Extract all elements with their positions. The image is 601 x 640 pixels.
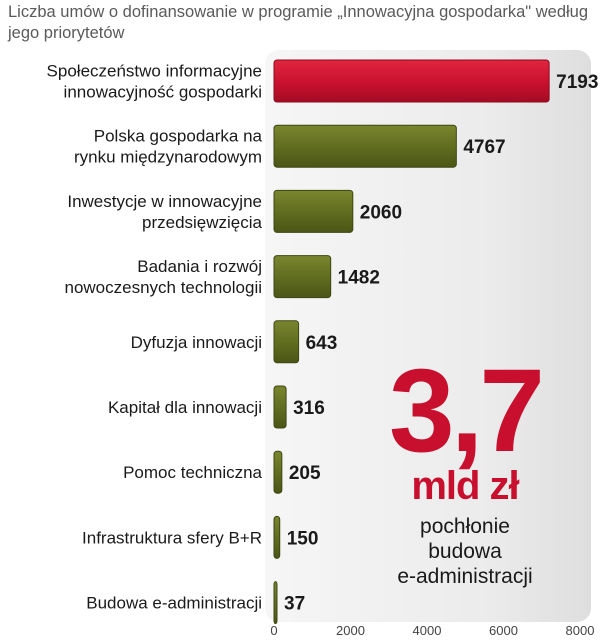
x-tick-label: 6000: [489, 623, 518, 638]
value-label: 150: [287, 528, 319, 549]
bars-layer: [273, 59, 550, 625]
value-label: 316: [293, 398, 325, 419]
labels-layer: 7193 Społeczeństwo informacyjne innowacyjn…: [47, 62, 599, 615]
value-label: 643: [306, 333, 338, 354]
category-label: Społeczeństwo informacyjne innowacyjność …: [47, 62, 262, 102]
callout-line: budowa: [428, 540, 502, 563]
x-axis: 0 2000 4000 6000 8000: [270, 623, 594, 638]
bar: [273, 255, 332, 299]
category-label: Budowa e-administracji: [86, 594, 262, 613]
value-label: 205: [289, 463, 321, 484]
callout-big-number: 3,7: [388, 345, 545, 477]
category-label: Pomoc techniczna: [123, 463, 262, 482]
value-label: 4767: [463, 137, 505, 158]
x-tick-label: 0: [270, 623, 277, 638]
bar: [273, 189, 354, 233]
x-tick-label: 2000: [336, 623, 365, 638]
callout: 3,7 mld zł pochłonie budowa e-administra…: [365, 352, 565, 589]
category-label: Polska gospodarka na rynku międzynarodowy…: [74, 127, 263, 167]
callout-line: pochłonie: [420, 515, 510, 538]
category-label: Inwestycje w innowacyjne przedsięwzięcia: [67, 192, 262, 232]
value-label: 2060: [360, 202, 402, 223]
callout-unit: mld zł: [411, 464, 519, 508]
value-label: 7193: [556, 72, 598, 93]
bar: [273, 450, 283, 494]
bar: [273, 581, 278, 625]
bar: [273, 385, 287, 429]
callout-line: e-administracji: [397, 565, 533, 588]
value-label: 37: [284, 594, 305, 615]
bar: [273, 59, 550, 103]
category-label: Kapitał dla innowacji: [108, 398, 262, 417]
category-label: Badania i rozwój nowoczesnych technologii: [64, 257, 262, 297]
bar: [273, 515, 281, 559]
chart-title: Liczba umów o dofinansowanie w programie…: [8, 3, 589, 42]
bar: [273, 320, 300, 364]
bar: [273, 124, 457, 168]
x-tick-label: 4000: [413, 623, 442, 638]
value-label: 1482: [338, 268, 380, 289]
callout-description: pochłonie budowa e-administracji: [365, 514, 565, 589]
category-label: Infrastruktura sfery B+R: [82, 528, 262, 547]
category-label: Dyfuzja innowacji: [131, 333, 262, 352]
x-tick-label: 8000: [566, 623, 595, 638]
